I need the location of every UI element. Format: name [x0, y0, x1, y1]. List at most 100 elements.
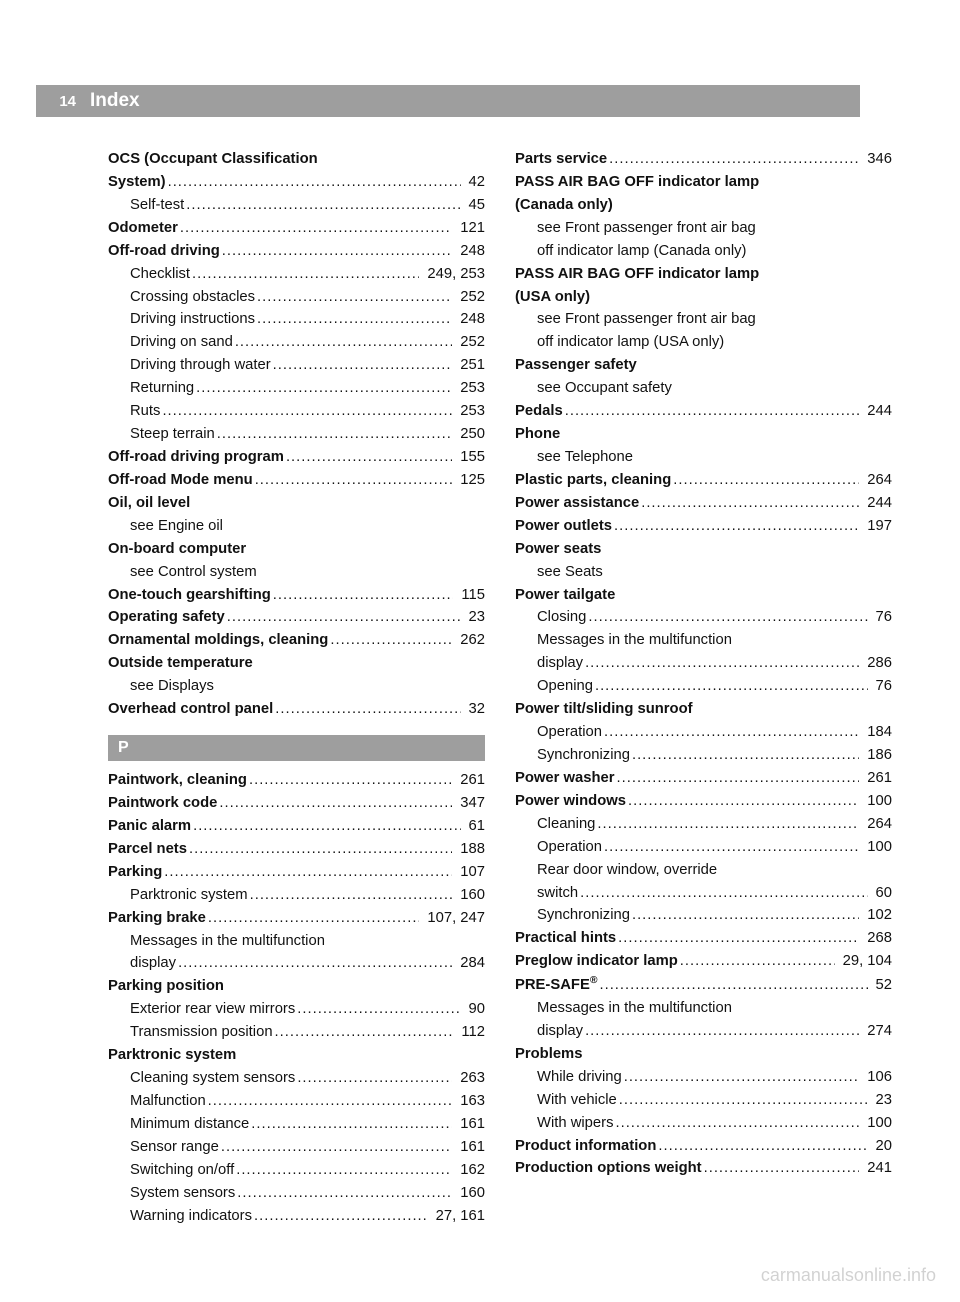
index-entry-label: Problems	[515, 1043, 582, 1066]
index-dots	[286, 446, 452, 469]
index-entry: Pedals244	[515, 400, 892, 423]
index-entry-label: see Engine oil	[130, 515, 223, 538]
index-dots	[249, 769, 452, 792]
index-entry-label: Opening	[537, 675, 593, 698]
index-page-ref: 284	[454, 952, 485, 975]
index-page-ref: 90	[463, 998, 485, 1021]
index-entry-label: Parts service	[515, 148, 607, 171]
index-dots	[186, 194, 460, 217]
index-entry: PASS AIR BAG OFF indicator lamp	[515, 171, 892, 194]
index-dots	[255, 469, 453, 492]
index-entry-label: (USA only)	[515, 286, 590, 309]
index-entry: Production options weight241	[515, 1157, 892, 1180]
index-entry: Parktronic system 160	[108, 884, 485, 907]
index-page-ref: 52	[870, 974, 892, 997]
index-page-ref: 261	[861, 767, 892, 790]
index-entry-label: Exterior rear view mirrors	[130, 998, 295, 1021]
index-entry: display284	[108, 952, 485, 975]
index-entry: see Seats	[515, 561, 892, 584]
index-entry-label: Panic alarm	[108, 815, 191, 838]
index-entry-label: Parcel nets	[108, 838, 187, 861]
index-dots	[257, 286, 452, 309]
index-entry: Odometer121	[108, 217, 485, 240]
index-entry-label: Off-road driving program	[108, 446, 284, 469]
index-dots	[236, 1159, 452, 1182]
index-entry: Parcel nets188	[108, 838, 485, 861]
index-entry-label: Production options weight	[515, 1157, 702, 1180]
index-entry-label: Closing	[537, 606, 586, 629]
index-entry: see Control system	[108, 561, 485, 584]
index-entry: Cleaning264	[515, 813, 892, 836]
index-entry-label: (Canada only)	[515, 194, 613, 217]
index-entry-label: switch	[537, 882, 578, 905]
index-entry-label: Off-road driving	[108, 240, 220, 263]
index-page-ref: 161	[454, 1136, 485, 1159]
index-entry-label: Power windows	[515, 790, 626, 813]
index-page-ref: 263	[454, 1067, 485, 1090]
index-entry-label: Passenger safety	[515, 354, 637, 377]
index-entry: Preglow indicator lamp29, 104	[515, 950, 892, 973]
index-entry: Messages in the multifunction	[515, 997, 892, 1020]
index-entry-label: Synchronizing	[537, 904, 630, 927]
index-entry-label: Operating safety	[108, 606, 225, 629]
index-entry: display274	[515, 1020, 892, 1043]
index-entry: Self-test45	[108, 194, 485, 217]
index-page-ref: 29, 104	[837, 950, 892, 973]
index-dots	[273, 584, 454, 607]
index-entry-label: see Telephone	[537, 446, 633, 469]
index-entry-label: Paintwork code	[108, 792, 217, 815]
index-dots	[217, 423, 453, 446]
index-entry: Power outlets197	[515, 515, 892, 538]
index-page-ref: 286	[861, 652, 892, 675]
index-dots	[330, 629, 452, 652]
index-page-ref: 102	[861, 904, 892, 927]
index-entry: Messages in the multifunction	[108, 930, 485, 953]
index-entry-label: Overhead control panel	[108, 698, 273, 721]
index-entry-label: Operation	[537, 836, 602, 859]
index-page-ref: 346	[861, 148, 892, 171]
index-entry-label: Malfunction	[130, 1090, 206, 1113]
index-entry: Warning indicators27, 161	[108, 1205, 485, 1228]
index-entry-label: On-board computer	[108, 538, 246, 561]
index-dots	[632, 744, 859, 767]
index-dots	[221, 1136, 452, 1159]
index-entry-label: With wipers	[537, 1112, 613, 1135]
index-entry-label: Parktronic system	[130, 884, 248, 907]
index-entry-label: System sensors	[130, 1182, 235, 1205]
index-dots	[275, 1021, 454, 1044]
index-entry-label: Messages in the multifunction	[537, 997, 732, 1020]
index-entry-label: off indicator lamp (Canada only)	[537, 240, 746, 263]
index-dots	[235, 331, 452, 354]
index-entry: Power washer261	[515, 767, 892, 790]
index-entry: Operating safety23	[108, 606, 485, 629]
index-entry: Panic alarm61	[108, 815, 485, 838]
index-page-ref: 253	[454, 400, 485, 423]
index-page-ref: 160	[454, 884, 485, 907]
index-dots	[193, 815, 460, 838]
index-entry: see Front passenger front air bag	[515, 308, 892, 331]
index-page-ref: 264	[861, 813, 892, 836]
index-dots	[168, 171, 461, 194]
index-page-ref: 274	[861, 1020, 892, 1043]
index-entry-label: Off-road Mode menu	[108, 469, 253, 492]
index-page-ref: 32	[463, 698, 485, 721]
index-entry: Parking107	[108, 861, 485, 884]
index-dots	[192, 263, 419, 286]
index-entry-label: Cleaning system sensors	[130, 1067, 295, 1090]
index-entry: see Displays	[108, 675, 485, 698]
index-entry: (USA only)	[515, 286, 892, 309]
index-entry-label: Checklist	[130, 263, 190, 286]
index-dots	[597, 813, 859, 836]
content-columns: OCS (Occupant ClassificationSystem)42Sel…	[108, 148, 862, 1227]
index-entry: Passenger safety	[515, 354, 892, 377]
index-entry-label: Parking position	[108, 975, 224, 998]
index-entry-label: Minimum distance	[130, 1113, 249, 1136]
index-entry-label: see Seats	[537, 561, 603, 584]
index-entry-label: display	[537, 652, 583, 675]
index-entry: Overhead control panel 32	[108, 698, 485, 721]
index-entry: PASS AIR BAG OFF indicator lamp	[515, 263, 892, 286]
page: 14 Index OCS (Occupant ClassificationSys…	[0, 0, 960, 1302]
index-entry-label: off indicator lamp (USA only)	[537, 331, 724, 354]
index-dots	[219, 792, 452, 815]
index-entry: Driving on sand252	[108, 331, 485, 354]
